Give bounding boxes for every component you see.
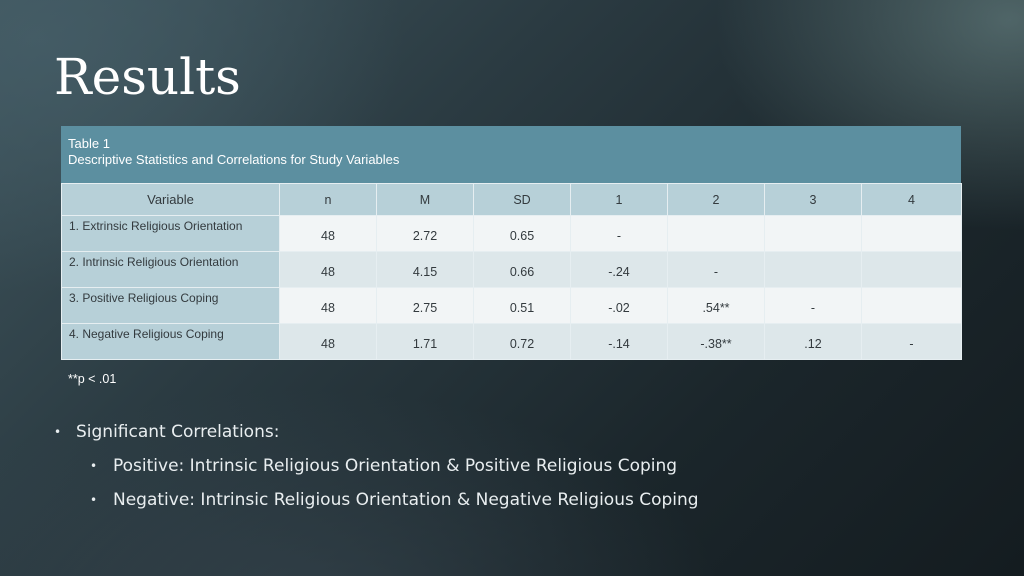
cell-sd: 0.65	[473, 215, 571, 252]
sub-bullet-text: Negative: Intrinsic Religious Orientatio…	[113, 490, 699, 510]
bullet-dot-icon: •	[90, 493, 98, 507]
table-note: **p < .01	[68, 372, 117, 386]
row-variable: 2. Intrinsic Religious Orientation	[61, 251, 280, 288]
correlation-table: Variable n M SD 1 2 3 4 1. Extrinsic Rel…	[61, 183, 962, 360]
cell-sd: 0.51	[473, 287, 571, 324]
cell-corr-2	[667, 215, 765, 252]
header-col-2: 2	[667, 183, 765, 216]
cell-corr-4: -	[861, 323, 962, 360]
row-variable: 4. Negative Religious Coping	[61, 323, 280, 360]
table-row: 2. Intrinsic Religious Orientation 48 4.…	[61, 251, 962, 288]
cell-corr-1: -.14	[570, 323, 668, 360]
header-sd: SD	[473, 183, 571, 216]
cell-corr-3: -	[764, 287, 862, 324]
sub-bullet-item: • Positive: Intrinsic Religious Orientat…	[54, 454, 699, 478]
bullet-text: Significant Correlations:	[76, 422, 280, 442]
cell-corr-1: -.02	[570, 287, 668, 324]
table-title: Descriptive Statistics and Correlations …	[68, 152, 400, 167]
table-header-row: Variable n M SD 1 2 3 4	[61, 183, 962, 216]
correlation-table-container: Table 1 Descriptive Statistics and Corre…	[61, 126, 962, 360]
sub-bullet-text: Positive: Intrinsic Religious Orientatio…	[113, 456, 678, 476]
row-variable: 1. Extrinsic Religious Orientation	[61, 215, 280, 252]
header-n: n	[279, 183, 377, 216]
cell-mean: 2.75	[376, 287, 474, 324]
bullet-list: • Significant Correlations: • Positive: …	[54, 420, 699, 512]
row-variable: 3. Positive Religious Coping	[61, 287, 280, 324]
header-col-1: 1	[570, 183, 668, 216]
cell-corr-1: -.24	[570, 251, 668, 288]
table-row: 1. Extrinsic Religious Orientation 48 2.…	[61, 215, 962, 252]
header-mean: M	[376, 183, 474, 216]
cell-n: 48	[279, 323, 377, 360]
cell-n: 48	[279, 251, 377, 288]
slide-title: Results	[54, 48, 241, 106]
header-variable: Variable	[61, 183, 280, 216]
bullet-dot-icon: •	[54, 425, 62, 439]
table-row: 4. Negative Religious Coping 48 1.71 0.7…	[61, 323, 962, 360]
cell-corr-3: .12	[764, 323, 862, 360]
cell-mean: 1.71	[376, 323, 474, 360]
sub-bullet-item: • Negative: Intrinsic Religious Orientat…	[54, 488, 699, 512]
cell-sd: 0.72	[473, 323, 571, 360]
table-number: Table 1	[68, 136, 110, 151]
cell-corr-4	[861, 287, 962, 324]
bullet-dot-icon: •	[90, 459, 98, 473]
header-col-3: 3	[764, 183, 862, 216]
cell-corr-1: -	[570, 215, 668, 252]
cell-mean: 2.72	[376, 215, 474, 252]
cell-corr-3	[764, 251, 862, 288]
header-col-4: 4	[861, 183, 962, 216]
table-caption: Table 1 Descriptive Statistics and Corre…	[61, 126, 961, 183]
cell-corr-4	[861, 215, 962, 252]
cell-n: 48	[279, 215, 377, 252]
cell-corr-2: -.38**	[667, 323, 765, 360]
cell-n: 48	[279, 287, 377, 324]
cell-corr-2: -	[667, 251, 765, 288]
cell-mean: 4.15	[376, 251, 474, 288]
cell-corr-3	[764, 215, 862, 252]
cell-corr-2: .54**	[667, 287, 765, 324]
table-row: 3. Positive Religious Coping 48 2.75 0.5…	[61, 287, 962, 324]
cell-corr-4	[861, 251, 962, 288]
cell-sd: 0.66	[473, 251, 571, 288]
bullet-item: • Significant Correlations:	[54, 420, 699, 444]
